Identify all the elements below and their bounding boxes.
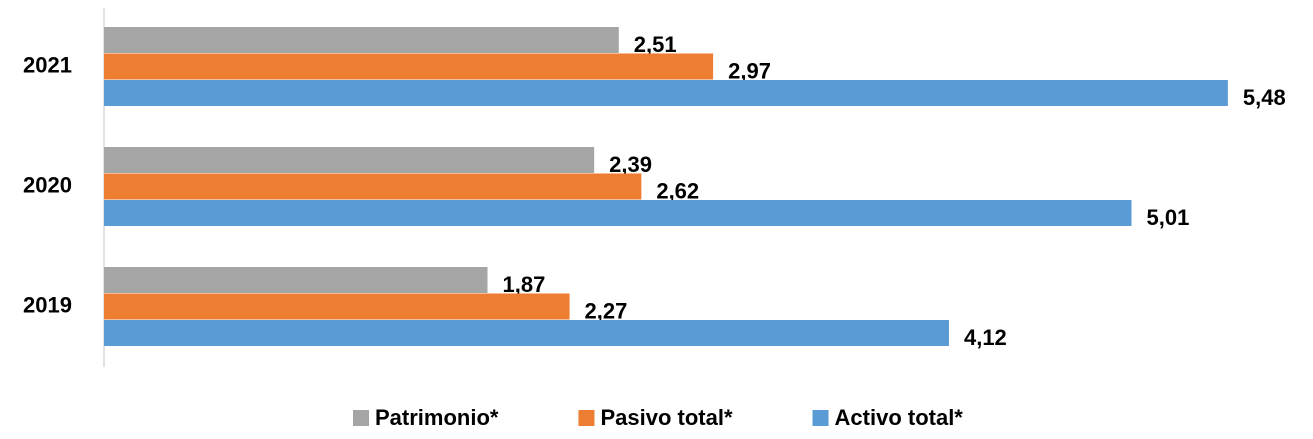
bar — [104, 147, 595, 173]
bar — [104, 53, 714, 80]
data-label: 2,97 — [728, 59, 771, 84]
y-tick-label: 2019 — [23, 293, 72, 318]
data-label: 4,12 — [964, 325, 1007, 350]
data-label: 2,27 — [585, 299, 628, 324]
legend-swatch — [353, 410, 369, 426]
data-label: 2,62 — [656, 179, 699, 204]
legend-label: Activo total* — [835, 405, 964, 430]
bar — [104, 320, 949, 346]
bar — [104, 200, 1132, 226]
data-label: 2,51 — [634, 32, 677, 57]
bar — [104, 173, 642, 200]
legend-label: Pasivo total* — [600, 405, 732, 430]
bar — [104, 27, 619, 53]
legend-swatch — [812, 410, 829, 426]
data-label: 1,87 — [503, 272, 546, 297]
bar — [104, 80, 1228, 106]
bar — [104, 293, 570, 320]
legend-label: Patrimonio* — [375, 405, 499, 430]
data-label: 2,39 — [609, 152, 652, 177]
data-label: 5,01 — [1147, 205, 1190, 230]
bar — [104, 267, 488, 293]
y-tick-label: 2021 — [23, 53, 72, 78]
data-label: 5,48 — [1243, 85, 1286, 110]
legend-swatch — [578, 410, 595, 426]
y-tick-label: 2020 — [23, 173, 72, 198]
